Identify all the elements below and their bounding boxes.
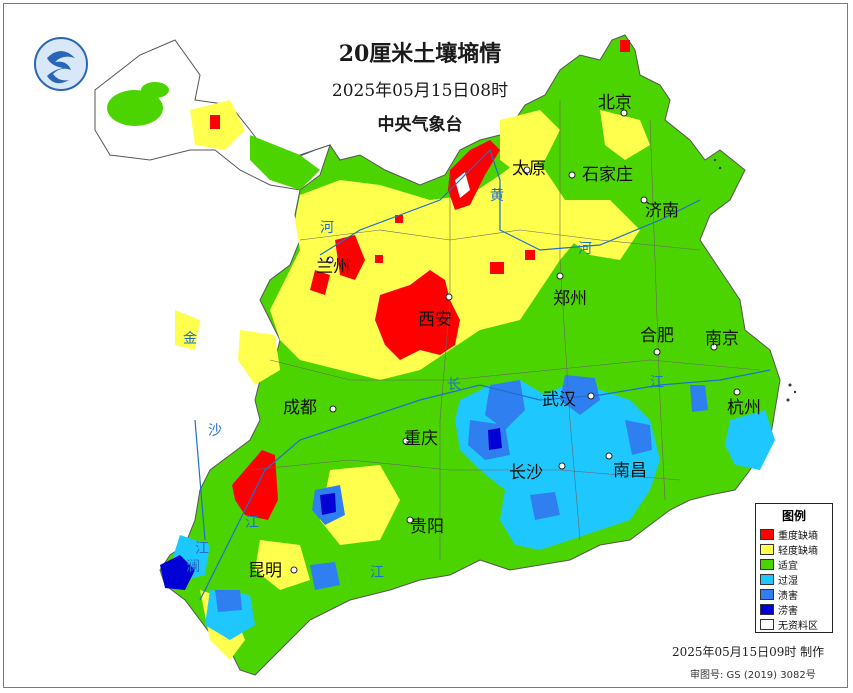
river-label-jin: 金 bbox=[183, 331, 197, 347]
legend-swatch bbox=[760, 544, 774, 555]
legend-swatch bbox=[760, 619, 774, 630]
river-label-jiang-3: 江 bbox=[195, 541, 209, 557]
city-label-nanchang: 南昌 bbox=[613, 461, 647, 481]
river-label-chang: 长 bbox=[447, 377, 461, 393]
river-label-he-1: 河 bbox=[320, 220, 334, 236]
city-label-kunming: 昆明 bbox=[248, 561, 282, 581]
city-label-taiyuan: 太原 bbox=[512, 159, 546, 179]
city-label-changsha: 长沙 bbox=[509, 463, 543, 483]
river-label-jiang-1: 江 bbox=[245, 515, 259, 531]
city-label-wuhan: 武汉 bbox=[542, 390, 576, 410]
city-label-nanjing: 南京 bbox=[705, 329, 739, 349]
legend-item-suitable: 适宜 bbox=[760, 557, 828, 572]
river-label-lan: 澜 bbox=[186, 559, 200, 575]
river-label-sha: 沙 bbox=[208, 423, 222, 439]
map-approval-number: 审图号: GS (2019) 3082号 bbox=[690, 670, 816, 681]
legend-item-stain: 渍害 bbox=[760, 587, 828, 602]
city-label-xian: 西安 bbox=[418, 310, 452, 330]
map-datetime: 2025年05月15日08时 bbox=[331, 81, 509, 101]
legend-swatch bbox=[760, 589, 774, 600]
no-data-west bbox=[170, 300, 240, 520]
river-label-jiang-2: 江 bbox=[650, 375, 664, 391]
legend-title: 图例 bbox=[781, 509, 806, 523]
map-frame bbox=[3, 3, 848, 688]
city-label-chongqing: 重庆 bbox=[404, 429, 438, 449]
river-label-jiang-4: 江 bbox=[370, 565, 384, 581]
legend-item-light-deficit: 轻度缺墒 bbox=[760, 542, 828, 557]
map-title: 20厘米土壤墒情 bbox=[338, 41, 502, 67]
city-label-shijiazhuang: 石家庄 bbox=[582, 165, 633, 185]
map-legend: 图例 重度缺墒 轻度缺墒 适宜 过湿 渍害 涝害 无资料区 bbox=[755, 503, 833, 633]
legend-swatch bbox=[760, 574, 774, 585]
legend-swatch bbox=[760, 559, 774, 570]
cma-logo bbox=[34, 37, 88, 91]
legend-swatch bbox=[760, 529, 774, 540]
city-label-jinan: 济南 bbox=[645, 201, 679, 221]
city-label-chengdu: 成都 bbox=[283, 398, 317, 418]
legend-item-no-data: 无资料区 bbox=[760, 617, 828, 632]
legend-item-over-wet: 过湿 bbox=[760, 572, 828, 587]
city-markers bbox=[290, 109, 741, 574]
river-label-he-2: 河 bbox=[578, 241, 592, 257]
production-time: 2025年05月15日09时 制作 bbox=[672, 645, 825, 659]
severe-deficit-southwest bbox=[232, 450, 278, 520]
legend-swatch bbox=[760, 604, 774, 615]
issuer-name: 中央气象台 bbox=[377, 115, 463, 135]
river-label-huang: 黄 bbox=[490, 188, 504, 204]
city-label-beijing: 北京 bbox=[598, 93, 632, 113]
city-label-guiyang: 贵阳 bbox=[410, 517, 444, 537]
city-label-hefei: 合肥 bbox=[640, 326, 674, 346]
city-label-lanzhou: 兰州 bbox=[316, 257, 350, 277]
severe-deficit-shaanxi bbox=[375, 270, 460, 360]
city-label-hangzhou: 杭州 bbox=[727, 398, 761, 418]
legend-item-waterlog: 涝害 bbox=[760, 602, 828, 617]
legend-item-severe-deficit: 重度缺墒 bbox=[760, 527, 828, 542]
city-label-zhengzhou: 郑州 bbox=[553, 289, 587, 309]
light-deficit-north bbox=[270, 160, 585, 380]
